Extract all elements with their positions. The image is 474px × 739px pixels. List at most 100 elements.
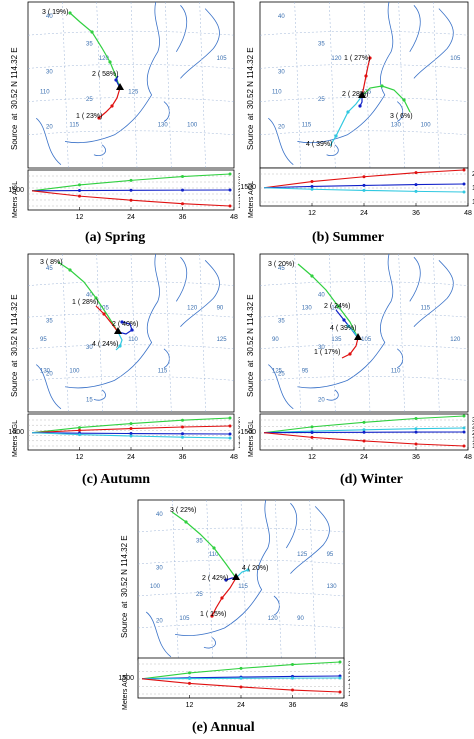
graticule-line xyxy=(27,30,235,36)
height-tick-label: 2500 xyxy=(238,185,240,192)
height-tick-label: 1000 xyxy=(472,199,474,206)
trajectory-cyan-marker xyxy=(346,110,350,114)
time-tick-label: 48 xyxy=(340,702,348,709)
height-series-marker xyxy=(362,428,366,432)
graticule-label: 25 xyxy=(318,97,325,103)
cluster-label: 1 ( 23%) xyxy=(76,113,102,120)
coastline xyxy=(409,5,421,53)
graticule-label: 110 xyxy=(272,89,282,95)
panel-caption: (e) Annual xyxy=(192,720,255,735)
source-marker xyxy=(358,91,366,98)
height-series-marker xyxy=(181,188,184,192)
height-axis-label: Meters AGL xyxy=(12,181,19,218)
trajectory-green xyxy=(69,12,121,89)
height-series-marker xyxy=(310,425,314,429)
coastline xyxy=(290,506,330,574)
graticule-label: 110 xyxy=(209,552,219,558)
graticule-label: 35 xyxy=(86,42,93,48)
height-tick-label: 1500 xyxy=(238,197,240,204)
graticule-label: 130 xyxy=(40,369,51,375)
height-tick-label: 1000 xyxy=(238,203,240,210)
height-tick-label: 2000 xyxy=(348,676,350,683)
height-series-marker xyxy=(362,188,366,192)
graticule-line xyxy=(259,376,469,381)
graticule-label: 120 xyxy=(331,56,342,62)
start-height-label: 1500 xyxy=(240,429,256,436)
coastline xyxy=(326,144,339,156)
time-tick-label: 24 xyxy=(360,210,368,217)
graticule-label: 105 xyxy=(450,56,461,62)
height-series-marker xyxy=(239,685,243,689)
height-series-marker xyxy=(414,189,418,193)
graticule-line xyxy=(137,591,345,597)
trajectory-red-marker xyxy=(110,104,114,108)
height-series-marker xyxy=(462,430,466,434)
graticule-label: 110 xyxy=(40,89,50,95)
coastline xyxy=(145,611,172,658)
trajectory-red-marker xyxy=(368,56,372,60)
trajectory-green-marker xyxy=(68,268,72,272)
time-tick-label: 36 xyxy=(179,454,187,461)
height-series-marker xyxy=(310,430,314,434)
trajectory-red-marker xyxy=(102,312,106,316)
source-marker xyxy=(114,327,122,334)
graticule-label: 130 xyxy=(158,123,169,129)
graticule-line xyxy=(259,30,469,36)
coastline xyxy=(35,364,62,410)
height-series-marker xyxy=(129,178,133,182)
height-tick-label: 2000 xyxy=(238,191,240,198)
panel-caption: (d) Winter xyxy=(340,472,403,487)
graticule-label: 45 xyxy=(278,266,285,272)
trajectory-cyan xyxy=(235,569,249,579)
graticule-label: 25 xyxy=(278,371,285,377)
trajectory-cyan-marker xyxy=(334,134,338,138)
graticule-label: 35 xyxy=(318,42,325,48)
graticule-line xyxy=(240,499,248,661)
panel-caption: (a) Spring xyxy=(85,230,146,245)
coastline xyxy=(326,389,339,401)
graticule-label: 20 xyxy=(46,125,53,131)
height-series-marker xyxy=(462,444,466,448)
trajectory-green-marker xyxy=(380,84,384,88)
graticule-label: 120 xyxy=(268,616,279,622)
height-series-marker xyxy=(310,184,314,188)
time-tick-label: 24 xyxy=(237,702,245,709)
graticule-line xyxy=(275,499,282,661)
graticule-line xyxy=(259,281,469,286)
height-series-marker xyxy=(129,188,133,192)
coastline xyxy=(35,117,62,165)
height-series-marker xyxy=(129,422,133,426)
trajectory-cyan-marker xyxy=(246,568,250,572)
source-label: Source at 30.52 N 114.32 E xyxy=(10,47,19,150)
height-series-marker xyxy=(228,172,232,176)
trajectory-cyan xyxy=(115,331,123,351)
time-tick-label: 12 xyxy=(308,454,316,461)
height-tick-label: 2000 xyxy=(472,430,474,437)
graticule-line xyxy=(259,344,469,350)
graticule-line xyxy=(137,623,345,629)
height-axis-label: Meters AGL xyxy=(248,181,255,218)
graticule-label: 100 xyxy=(421,123,432,129)
trajectory-blue-marker xyxy=(120,320,124,324)
height-series-marker xyxy=(228,424,232,428)
height-tick-label: 1500 xyxy=(472,437,474,444)
graticule-label: 45 xyxy=(46,266,53,272)
height-tick-label: 1500 xyxy=(238,438,240,445)
source-label: Source at 30.52 N 114.32 E xyxy=(10,294,19,397)
graticule-label: 135 xyxy=(331,337,342,343)
trajectory-green-marker xyxy=(68,11,72,15)
panel-spring: 40 35 30 25 20 100 105 110 115 120 125 130 3 ( 19%) 2… xyxy=(0,0,240,245)
graticule-line xyxy=(137,527,345,533)
graticule-label: 100 xyxy=(331,305,342,311)
graticule-label: 110 xyxy=(391,369,401,375)
height-axis-label: Meters AGL xyxy=(248,420,255,457)
trajectory-red-marker xyxy=(210,614,214,618)
height-series-marker xyxy=(414,442,418,446)
cluster-label: 3 ( 8%) xyxy=(40,259,63,266)
time-tick-label: 36 xyxy=(289,702,297,709)
trajectory-green-marker xyxy=(94,296,98,300)
time-tick-label: 24 xyxy=(360,454,368,461)
cluster-label: 1 ( 15%) xyxy=(200,611,226,618)
height-series-marker xyxy=(78,433,81,437)
graticule-label: 130 xyxy=(327,584,338,590)
